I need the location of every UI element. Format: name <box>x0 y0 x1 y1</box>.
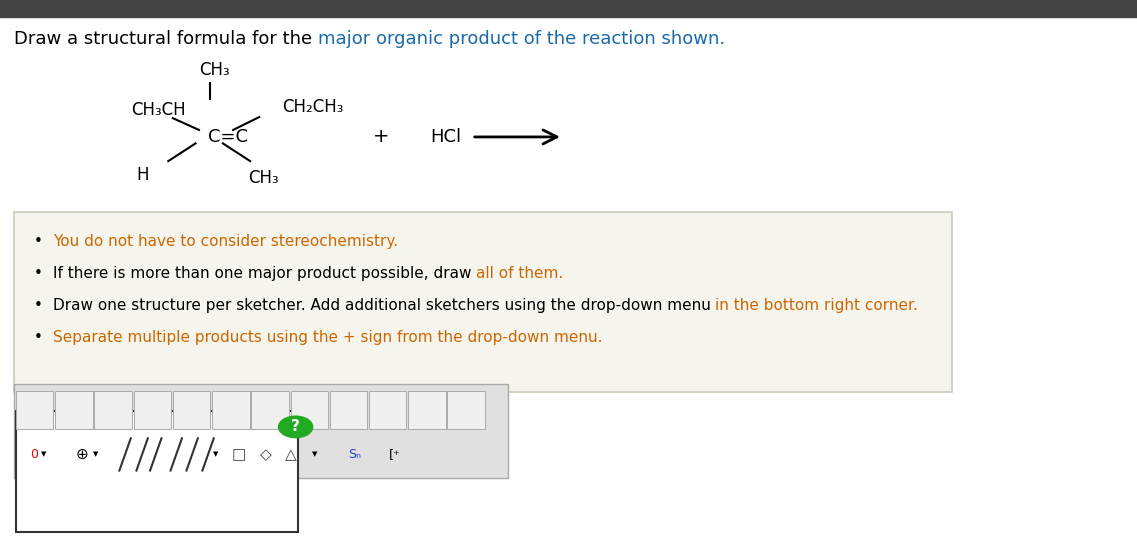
Text: [⁺: [⁺ <box>389 448 400 461</box>
Bar <box>368 391 407 429</box>
Text: ▼: ▼ <box>313 452 317 458</box>
Bar <box>16 411 298 532</box>
Text: major organic product of the reaction shown.: major organic product of the reaction sh… <box>317 30 724 48</box>
Text: ▼: ▼ <box>214 452 218 458</box>
Text: 0: 0 <box>30 448 39 461</box>
Text: CH₃CH: CH₃CH <box>131 101 185 119</box>
Text: ▼: ▼ <box>93 452 98 458</box>
Bar <box>94 391 132 429</box>
Bar <box>291 391 327 429</box>
Text: HCl: HCl <box>430 128 460 146</box>
Bar <box>14 384 508 478</box>
Bar <box>213 391 250 429</box>
Text: Separate multiple products using the + sign from the drop-down menu.: Separate multiple products using the + s… <box>52 330 603 345</box>
Bar <box>55 391 93 429</box>
Bar <box>251 391 289 429</box>
Text: ?: ? <box>291 419 300 434</box>
Text: Sₙ: Sₙ <box>348 448 362 461</box>
Bar <box>173 391 210 429</box>
Bar <box>14 212 952 392</box>
Text: in the bottom right corner.: in the bottom right corner. <box>715 298 919 313</box>
Text: △: △ <box>285 447 297 462</box>
Text: •: • <box>34 234 52 249</box>
Text: all of them.: all of them. <box>476 266 563 281</box>
Text: CH₂CH₃: CH₂CH₃ <box>282 98 343 117</box>
Ellipse shape <box>279 416 313 438</box>
Text: Draw a structural formula for the: Draw a structural formula for the <box>14 30 317 48</box>
Bar <box>330 391 367 429</box>
Bar <box>134 391 172 429</box>
Text: If there is more than one major product possible, draw: If there is more than one major product … <box>52 266 476 281</box>
Bar <box>448 391 485 429</box>
Text: ⊕: ⊕ <box>75 447 89 462</box>
Bar <box>16 391 53 429</box>
Text: CH₃: CH₃ <box>199 61 230 79</box>
Text: CH₃: CH₃ <box>248 169 279 187</box>
Bar <box>0 0 1137 17</box>
Text: +: + <box>373 127 389 147</box>
Bar <box>408 391 446 429</box>
Text: □: □ <box>232 447 246 462</box>
Text: •: • <box>34 330 52 345</box>
Text: You do not have to consider stereochemistry.: You do not have to consider stereochemis… <box>52 234 398 249</box>
Text: •: • <box>34 266 52 281</box>
Text: Draw one structure per sketcher. Add additional sketchers using the drop-down me: Draw one structure per sketcher. Add add… <box>52 298 715 313</box>
Text: •: • <box>34 298 52 313</box>
Text: ◇: ◇ <box>260 447 272 462</box>
Text: H: H <box>136 165 148 184</box>
Text: C=C: C=C <box>208 128 248 146</box>
Text: ▼: ▼ <box>41 452 45 458</box>
